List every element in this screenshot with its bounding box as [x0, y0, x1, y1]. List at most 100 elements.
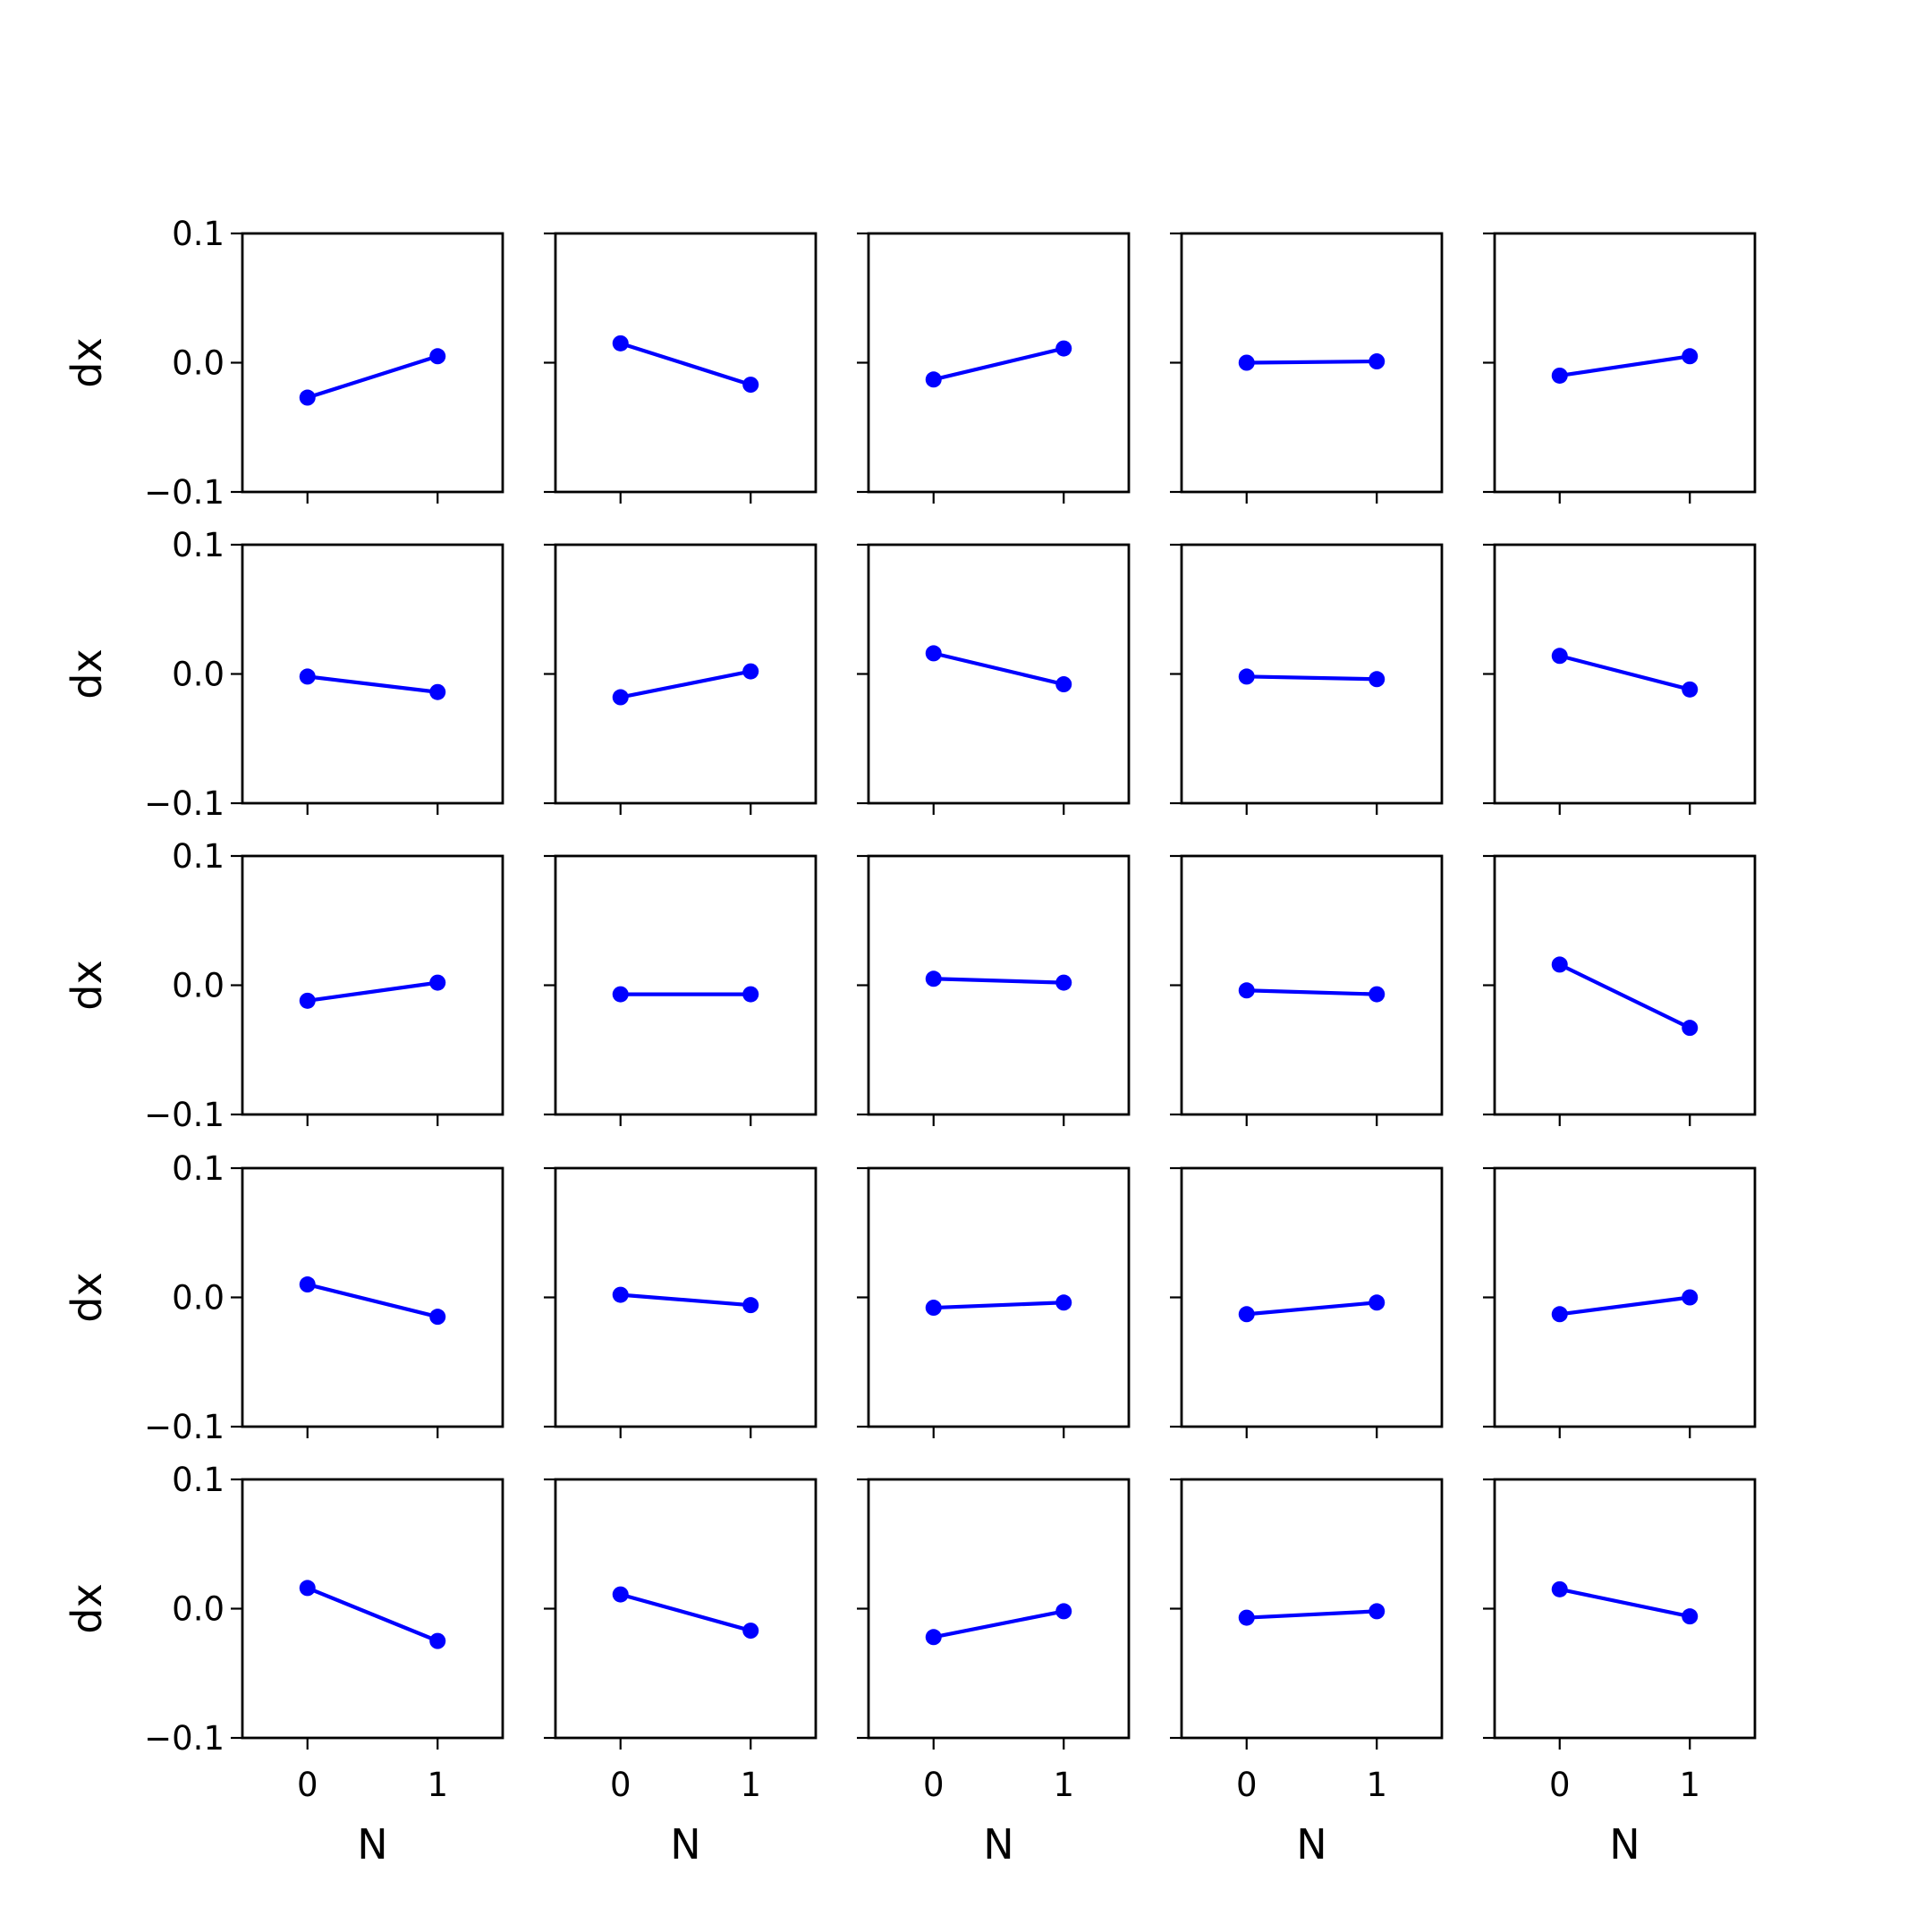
series-line: [1246, 1301, 1377, 1317]
y-tick-label: 0.0: [172, 656, 225, 694]
data-point: [1551, 956, 1568, 973]
data-point: [612, 335, 629, 352]
subplot-4-4: [1170, 1166, 1444, 1438]
axes-frame: [1180, 1166, 1444, 1428]
x-axis-title: N: [983, 1820, 1013, 1868]
x-axis-title: N: [670, 1820, 700, 1868]
series-line: [307, 354, 438, 400]
data-point: [1682, 1608, 1699, 1625]
series-line: [1246, 674, 1377, 682]
data-point: [1055, 974, 1072, 991]
x-axis-title: N: [357, 1820, 387, 1868]
data-point: [299, 1580, 316, 1597]
y-tick-label: −0.1: [144, 1719, 225, 1758]
axes-frame: [1180, 1478, 1444, 1740]
axes-frame: [1493, 1166, 1757, 1428]
subplot-3-1: −0.1 0.0 0.1 dx: [63, 837, 504, 1134]
y-tick-label: −0.1: [144, 473, 225, 512]
data-point: [1368, 671, 1385, 688]
data-point: [429, 974, 446, 991]
data-point: [1238, 354, 1255, 371]
data-point: [1368, 1603, 1385, 1620]
subplot-4-3: [857, 1166, 1131, 1438]
y-axis-title: dx: [63, 648, 111, 699]
data-point: [925, 645, 942, 662]
subplot-1-3: [857, 232, 1131, 504]
data-point: [429, 1632, 446, 1649]
series-line: [307, 980, 438, 1003]
series-line: [933, 346, 1064, 382]
axes-frame: [867, 1166, 1131, 1428]
series-line: [1559, 654, 1690, 691]
data-point: [429, 683, 446, 700]
y-tick-label: 0.1: [172, 1149, 225, 1188]
subplot-5-1: −0.1 0.0 0.1 0 1 dx N: [63, 1461, 504, 1868]
axes-frame: [241, 1166, 504, 1428]
series-line: [933, 977, 1064, 985]
data-point: [1238, 668, 1255, 685]
series-line: [1559, 1295, 1690, 1317]
data-point: [1551, 648, 1568, 665]
x-tick-label: 0: [297, 1766, 318, 1804]
series-line: [1246, 359, 1377, 365]
data-point: [299, 992, 316, 1009]
subplot-1-2: [544, 232, 818, 504]
data-point: [1682, 1020, 1699, 1037]
series-line: [620, 1592, 751, 1633]
data-point: [1368, 353, 1385, 370]
series-line: [620, 1292, 751, 1308]
y-tick-label: 0.1: [172, 215, 225, 253]
subplot-3-3: [857, 854, 1131, 1126]
axes-frame: [867, 854, 1131, 1116]
axes-frame: [1493, 854, 1757, 1116]
data-point: [612, 986, 629, 1003]
axes-frame: [241, 543, 504, 805]
data-point: [1055, 676, 1072, 693]
subplot-5-3: 0 1 N: [857, 1478, 1131, 1868]
subplot-2-5: [1483, 543, 1757, 815]
series-line: [307, 1283, 438, 1319]
x-tick-label: 1: [740, 1766, 761, 1804]
x-tick-label: 0: [1549, 1766, 1571, 1804]
series-line: [306, 1586, 439, 1643]
subplot-2-4: [1170, 543, 1444, 815]
subplot-4-2: [544, 1166, 818, 1438]
data-point: [742, 1297, 759, 1314]
axes-frame: [867, 1478, 1131, 1740]
axes-frame: [1180, 232, 1444, 494]
data-point: [1551, 1306, 1568, 1323]
subplot-5-2: 0 1 N: [544, 1478, 818, 1868]
subplot-1-5: [1483, 232, 1757, 504]
y-tick-label: 0.1: [172, 526, 225, 564]
subplot-2-1: −0.1 0.0 0.1 dx: [63, 526, 504, 823]
series-line: [933, 651, 1064, 687]
data-point: [1238, 982, 1255, 999]
data-point: [742, 663, 759, 680]
x-tick-label: 0: [610, 1766, 631, 1804]
data-point: [742, 1623, 759, 1640]
data-point: [612, 689, 629, 706]
series-line: [933, 1301, 1064, 1310]
axes-frame: [241, 232, 504, 494]
data-point: [1055, 1603, 1072, 1620]
axes-frame: [241, 854, 504, 1116]
subplot-2-3: [857, 543, 1131, 815]
data-point: [1682, 348, 1699, 365]
data-point: [429, 348, 446, 365]
data-point: [925, 371, 942, 388]
series-line: [1559, 354, 1690, 378]
subplot-3-2: [544, 854, 818, 1126]
axes-frame: [1180, 854, 1444, 1116]
axes-frame: [554, 1478, 818, 1740]
data-point: [1682, 681, 1699, 698]
data-point: [1055, 340, 1072, 357]
y-tick-label: 0.0: [172, 967, 225, 1005]
subplot-2-2: [544, 543, 818, 815]
axes-frame: [554, 854, 818, 1116]
data-point: [299, 1276, 316, 1293]
axes-frame: [554, 232, 818, 494]
y-tick-label: 0.1: [172, 837, 225, 876]
series-line: [307, 674, 438, 694]
data-point: [1551, 367, 1568, 384]
